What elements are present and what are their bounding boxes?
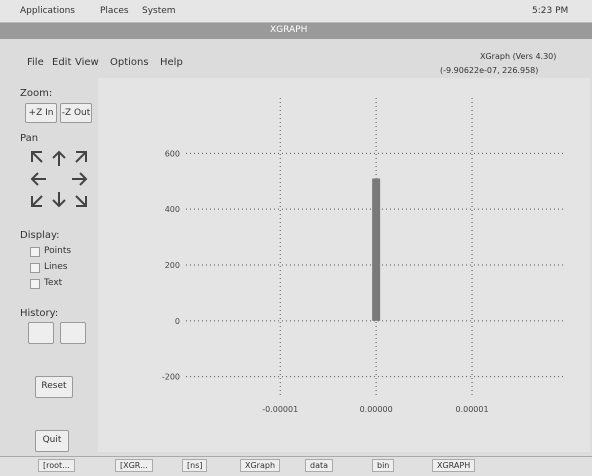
menu-item[interactable]: View <box>75 57 99 68</box>
y-tick-label: -200 <box>162 373 180 382</box>
y-tick-label: 600 <box>165 149 180 158</box>
zoom-in[interactable]: +Z In <box>25 103 57 123</box>
checkbox[interactable] <box>30 247 40 257</box>
display-label: Display: <box>20 230 60 241</box>
checkbox-label[interactable]: Lines <box>44 262 67 272</box>
zoom-out[interactable]: -Z Out <box>60 103 92 123</box>
top-panel <box>0 0 592 23</box>
panel-menu[interactable]: Applications <box>20 6 75 16</box>
menu-item[interactable]: File <box>27 57 44 68</box>
checkbox[interactable] <box>30 279 40 289</box>
x-tick-label: -0.00001 <box>262 405 298 414</box>
reset-button[interactable]: Reset <box>35 376 73 398</box>
menu-item[interactable]: Options <box>110 57 149 68</box>
checkbox[interactable] <box>30 263 40 273</box>
taskbar-item[interactable]: XGraph <box>240 459 280 472</box>
quit-button[interactable]: Quit <box>35 430 69 452</box>
taskbar-item[interactable]: [ns] <box>182 459 207 472</box>
taskbar <box>0 456 592 476</box>
screen: ApplicationsPlacesSystem 5:23 PM XGRAPH … <box>0 0 592 475</box>
plot-area: 600 400 200 0 -200 -0.00001 0.00000 0.00001 <box>98 78 590 452</box>
history-forward[interactable] <box>60 322 86 344</box>
taskbar-item[interactable]: [root... <box>38 459 75 472</box>
taskbar-item[interactable]: data <box>305 459 333 472</box>
history-back[interactable] <box>28 322 54 344</box>
menu-item[interactable]: Help <box>160 57 183 68</box>
y-tick-label: 0 <box>175 317 180 326</box>
y-tick-label: 400 <box>165 205 180 214</box>
taskbar-item[interactable]: [XGR... <box>115 459 153 472</box>
coords: (-9.90622e-07, 226.958) <box>440 66 538 75</box>
y-tick-label: 200 <box>165 261 180 270</box>
history-label: History: <box>20 308 58 319</box>
panel-menu[interactable]: System <box>142 6 176 16</box>
x-tick-label: 0.00000 <box>360 405 393 414</box>
checkbox-label[interactable]: Text <box>44 278 62 288</box>
x-tick-label: 0.00001 <box>455 405 488 414</box>
zoom-label: Zoom: <box>20 88 52 99</box>
checkbox-label[interactable]: Points <box>44 246 71 256</box>
taskbar-item[interactable]: XGRAPH <box>432 459 475 472</box>
panel-menu[interactable]: Places <box>100 6 129 16</box>
bar <box>372 178 380 320</box>
menu-item[interactable]: Edit <box>52 57 71 68</box>
taskbar-item[interactable]: bin <box>372 459 394 472</box>
pan-arrows[interactable] <box>28 148 90 210</box>
window-title: XGRAPH <box>270 25 307 35</box>
pan-label: Pan <box>20 133 38 144</box>
clock: 5:23 PM <box>532 6 568 16</box>
version: XGraph (Vers 4.30) <box>480 52 556 61</box>
